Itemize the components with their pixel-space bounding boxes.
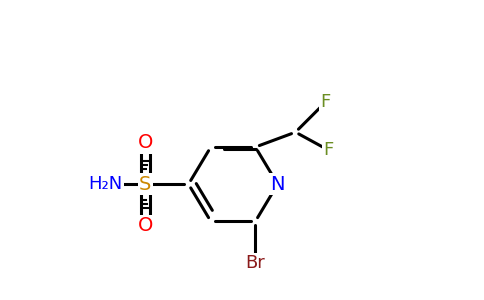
Text: H₂N: H₂N xyxy=(88,175,122,193)
Text: F: F xyxy=(323,141,333,159)
Text: O: O xyxy=(138,133,153,152)
Text: O: O xyxy=(138,216,153,235)
Text: N: N xyxy=(271,175,285,194)
Text: S: S xyxy=(139,175,151,194)
Text: F: F xyxy=(320,93,331,111)
Text: Br: Br xyxy=(245,254,265,272)
